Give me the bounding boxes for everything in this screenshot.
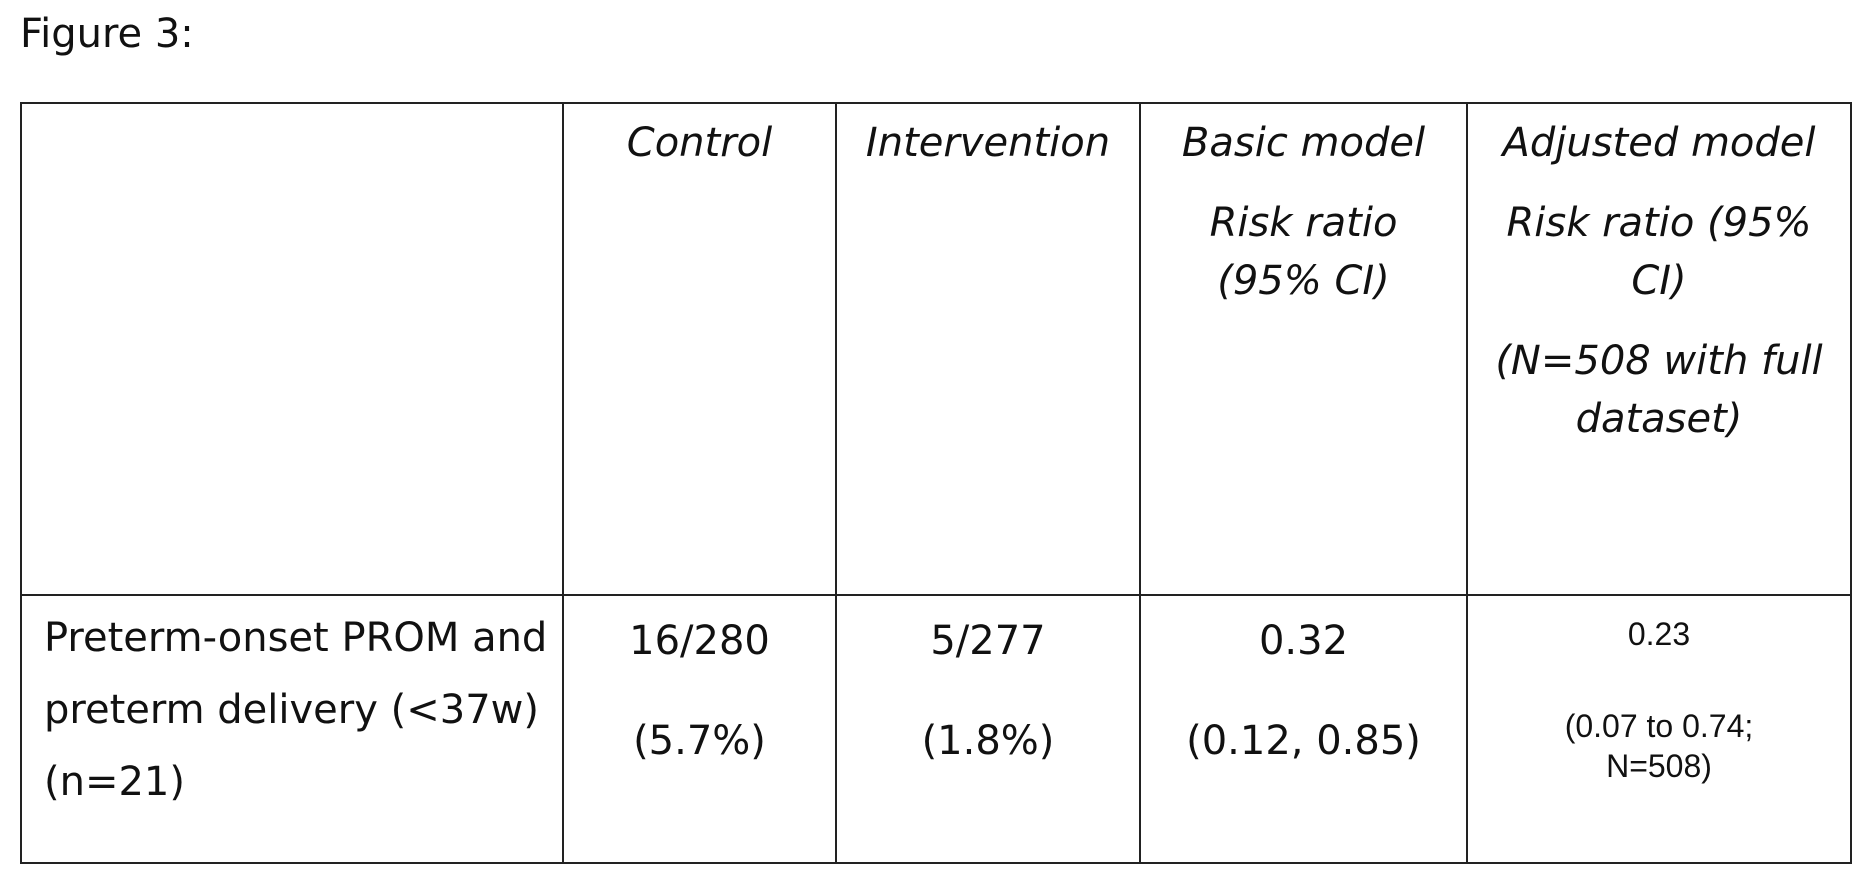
control-cell: 16/280 (5.7%) [562,594,837,864]
table-row: Preterm-onset PROM and preterm delivery … [20,594,1852,864]
adjusted-model-ci: (0.07 to 0.74; N=508) [1564,708,1754,784]
header-row-label-cell [20,102,564,596]
adjusted-model-risk-ratio: 0.23 [1627,616,1691,652]
table-header-row: Control Intervention Basic model Risk ra… [20,102,1852,596]
header-basic-model-subtitle: Risk ratio (95% CI) [1209,200,1398,304]
basic-model-cell: 0.32 (0.12, 0.85) [1139,594,1468,864]
basic-model-risk-ratio: 0.32 [1258,618,1349,664]
header-adjusted-model-title: Adjusted model [1502,120,1816,166]
header-basic-model-title: Basic model [1181,120,1426,166]
control-percent: (5.7%) [633,718,766,764]
intervention-percent: (1.8%) [921,718,1055,764]
header-intervention: Intervention [835,102,1141,596]
results-table: Control Intervention Basic model Risk ra… [20,102,1852,864]
control-count: 16/280 [629,618,770,664]
header-adjusted-model-note: (N=508 with full dataset) [1495,338,1823,442]
header-adjusted-model: Adjusted model Risk ratio (95% CI) (N=50… [1466,102,1852,596]
figure-title: Figure 3: [20,11,194,57]
header-control: Control [562,102,837,596]
header-basic-model: Basic model Risk ratio (95% CI) [1139,102,1468,596]
intervention-count: 5/277 [930,618,1046,664]
intervention-cell: 5/277 (1.8%) [835,594,1141,864]
adjusted-model-cell: 0.23 (0.07 to 0.74; N=508) [1466,594,1852,864]
header-intervention-label: Intervention [865,120,1111,166]
header-adjusted-model-subtitle: Risk ratio (95% CI) [1506,200,1812,304]
basic-model-ci: (0.12, 0.85) [1186,718,1421,764]
row-label: Preterm-onset PROM and preterm delivery … [20,594,564,864]
header-control-label: Control [626,120,773,166]
